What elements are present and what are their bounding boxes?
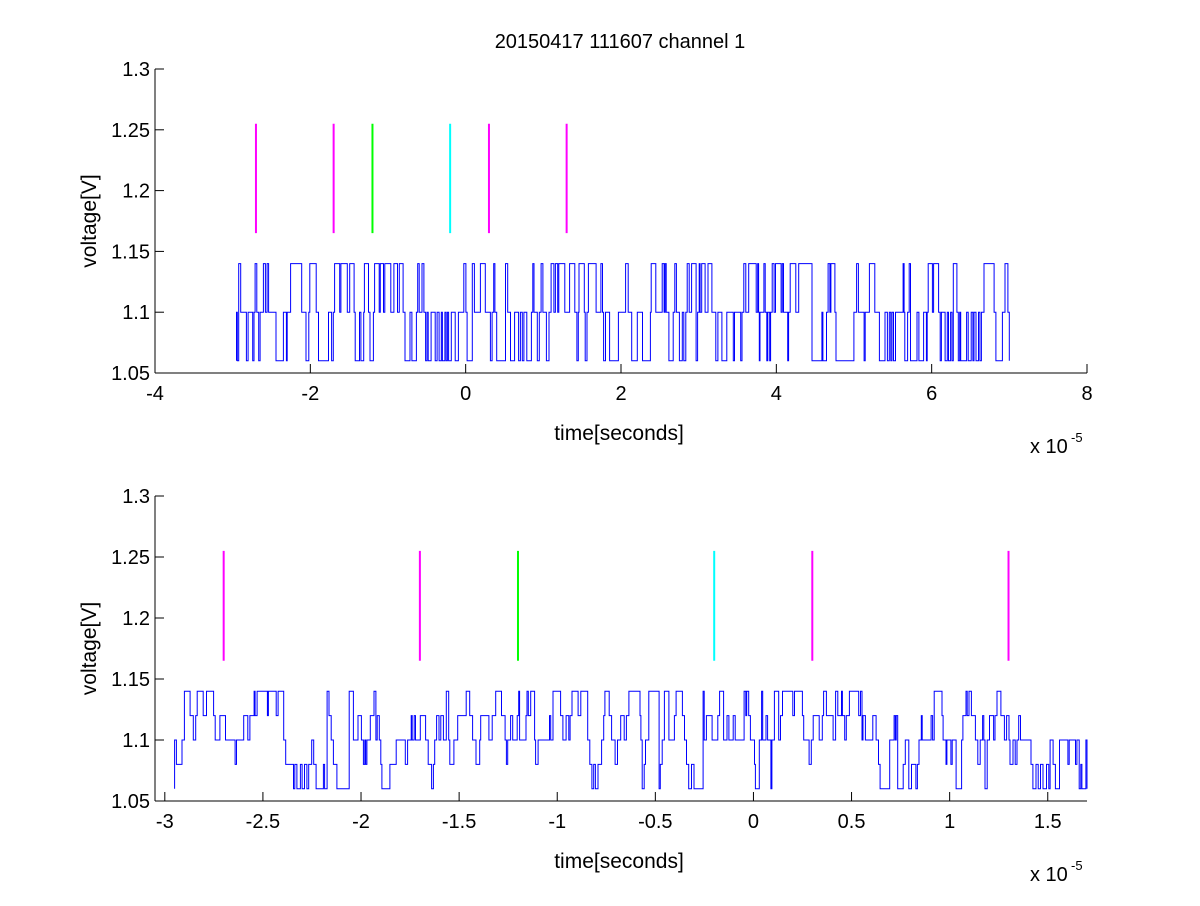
y-tick-label: 1.15 (111, 241, 150, 263)
figure-title: 20150417 111607 channel 1 (495, 31, 746, 53)
x-tick-label: 2 (615, 383, 626, 405)
x-tick-label: -3 (156, 811, 174, 833)
x-tick-label: 4 (771, 383, 782, 405)
y-tick-label: 1.3 (122, 59, 150, 81)
y-axis-label: voltage[V] (78, 174, 101, 267)
y-axis-label: voltage[V] (78, 602, 101, 695)
x-tick-label: 1.5 (1034, 811, 1062, 833)
y-tick-label: 1.15 (111, 669, 150, 691)
x-tick-label: 1 (944, 811, 955, 833)
x-tick-label: -1 (548, 811, 566, 833)
y-tick-label: 1.25 (111, 547, 150, 569)
y-tick-label: 1.1 (122, 730, 150, 752)
x-tick-label: 0 (460, 383, 471, 405)
y-tick-label: 1.2 (122, 181, 150, 203)
x-axis-label: time[seconds] (554, 422, 684, 445)
y-tick-label: 1.05 (111, 791, 150, 813)
bottom-axes: -3 -2.5 -2 -1.5 -1 -0.5 0 0.5 1 1.5 1.05 1.1 1.15 1.2… (78, 486, 1088, 886)
y-tick-label: 1.05 (111, 363, 150, 385)
x-tick-label: -4 (146, 383, 164, 405)
x-tick-label: -2.5 (246, 811, 280, 833)
x-multiplier-label: x 10 (1030, 436, 1068, 458)
x-axis-label: time[seconds] (554, 850, 684, 873)
x-multiplier-label: x 10 (1030, 864, 1068, 886)
x-tick-label: -1.5 (442, 811, 476, 833)
voltage-trace (174, 690, 1088, 790)
x-tick-label: -2 (301, 383, 319, 405)
x-multiplier-exponent: -5 (1071, 858, 1083, 873)
x-tick-label: 0.5 (838, 811, 866, 833)
top-axes: -4 -2 0 2 4 6 8 1.05 1.1 1.15 1.2 1.25 1.3 time[secon… (78, 59, 1093, 458)
x-tick-label: 6 (926, 383, 937, 405)
y-tick-label: 1.3 (122, 486, 150, 508)
x-tick-label: -0.5 (638, 811, 672, 833)
x-tick-label: 0 (748, 811, 759, 833)
y-tick-label: 1.2 (122, 608, 150, 630)
x-tick-label: -2 (352, 811, 370, 833)
voltage-trace (236, 263, 1010, 362)
x-tick-label: 8 (1081, 383, 1092, 405)
x-multiplier-exponent: -5 (1071, 430, 1083, 445)
y-tick-label: 1.25 (111, 120, 150, 142)
y-tick-label: 1.1 (122, 302, 150, 324)
